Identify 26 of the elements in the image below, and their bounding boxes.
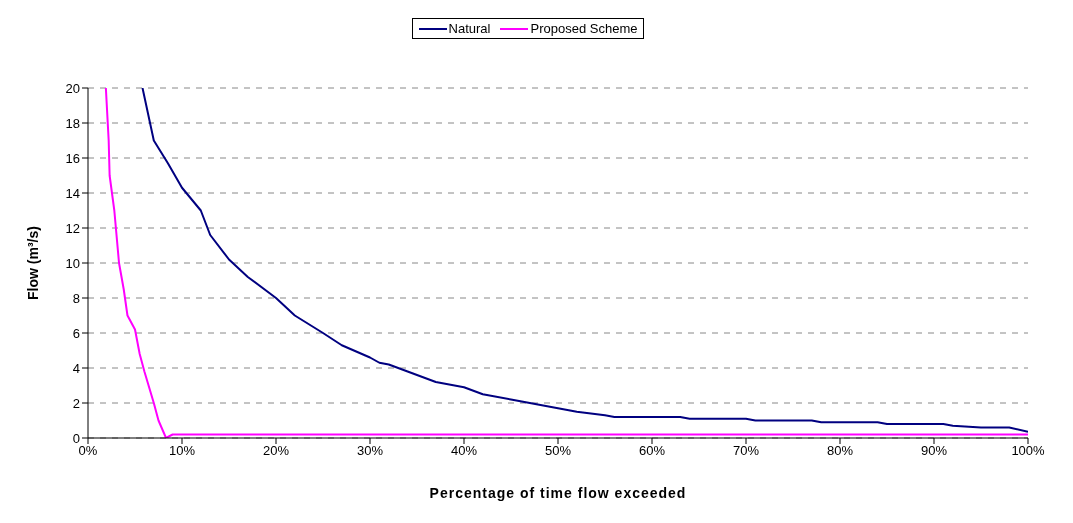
x-tick-label: 20% — [262, 443, 290, 459]
y-tick-label: 0 — [72, 430, 80, 446]
y-tick-label: 6 — [72, 325, 80, 341]
y-tick-label: 12 — [65, 220, 80, 236]
x-tick-label: 30% — [356, 443, 384, 459]
x-tick-label: 0% — [78, 443, 98, 459]
y-tick-label: 10 — [65, 255, 80, 271]
x-tick-label: 70% — [732, 443, 760, 459]
x-tick-label: 80% — [826, 443, 854, 459]
x-tick-label: 60% — [638, 443, 666, 459]
x-tick-label: 10% — [168, 443, 196, 459]
x-axis-title: Percentage of time flow exceeded — [429, 485, 687, 501]
y-tick-label: 14 — [65, 185, 80, 201]
y-tick-label: 8 — [72, 290, 80, 306]
x-tick-label: 40% — [450, 443, 478, 459]
y-tick-label: 16 — [65, 150, 80, 166]
x-tick-label: 50% — [544, 443, 572, 459]
y-tick-label: 2 — [72, 395, 80, 411]
y-tick-label: 20 — [65, 80, 80, 96]
y-tick-label: 4 — [72, 360, 80, 376]
y-tick-label: 18 — [65, 115, 80, 131]
y-axis-title: Flow (m³/s) — [24, 226, 41, 300]
legend-label: Natural — [447, 21, 491, 36]
x-tick-label: 100% — [1011, 443, 1046, 459]
legend-label: Proposed Scheme — [529, 21, 638, 36]
x-tick-label: 90% — [920, 443, 948, 459]
